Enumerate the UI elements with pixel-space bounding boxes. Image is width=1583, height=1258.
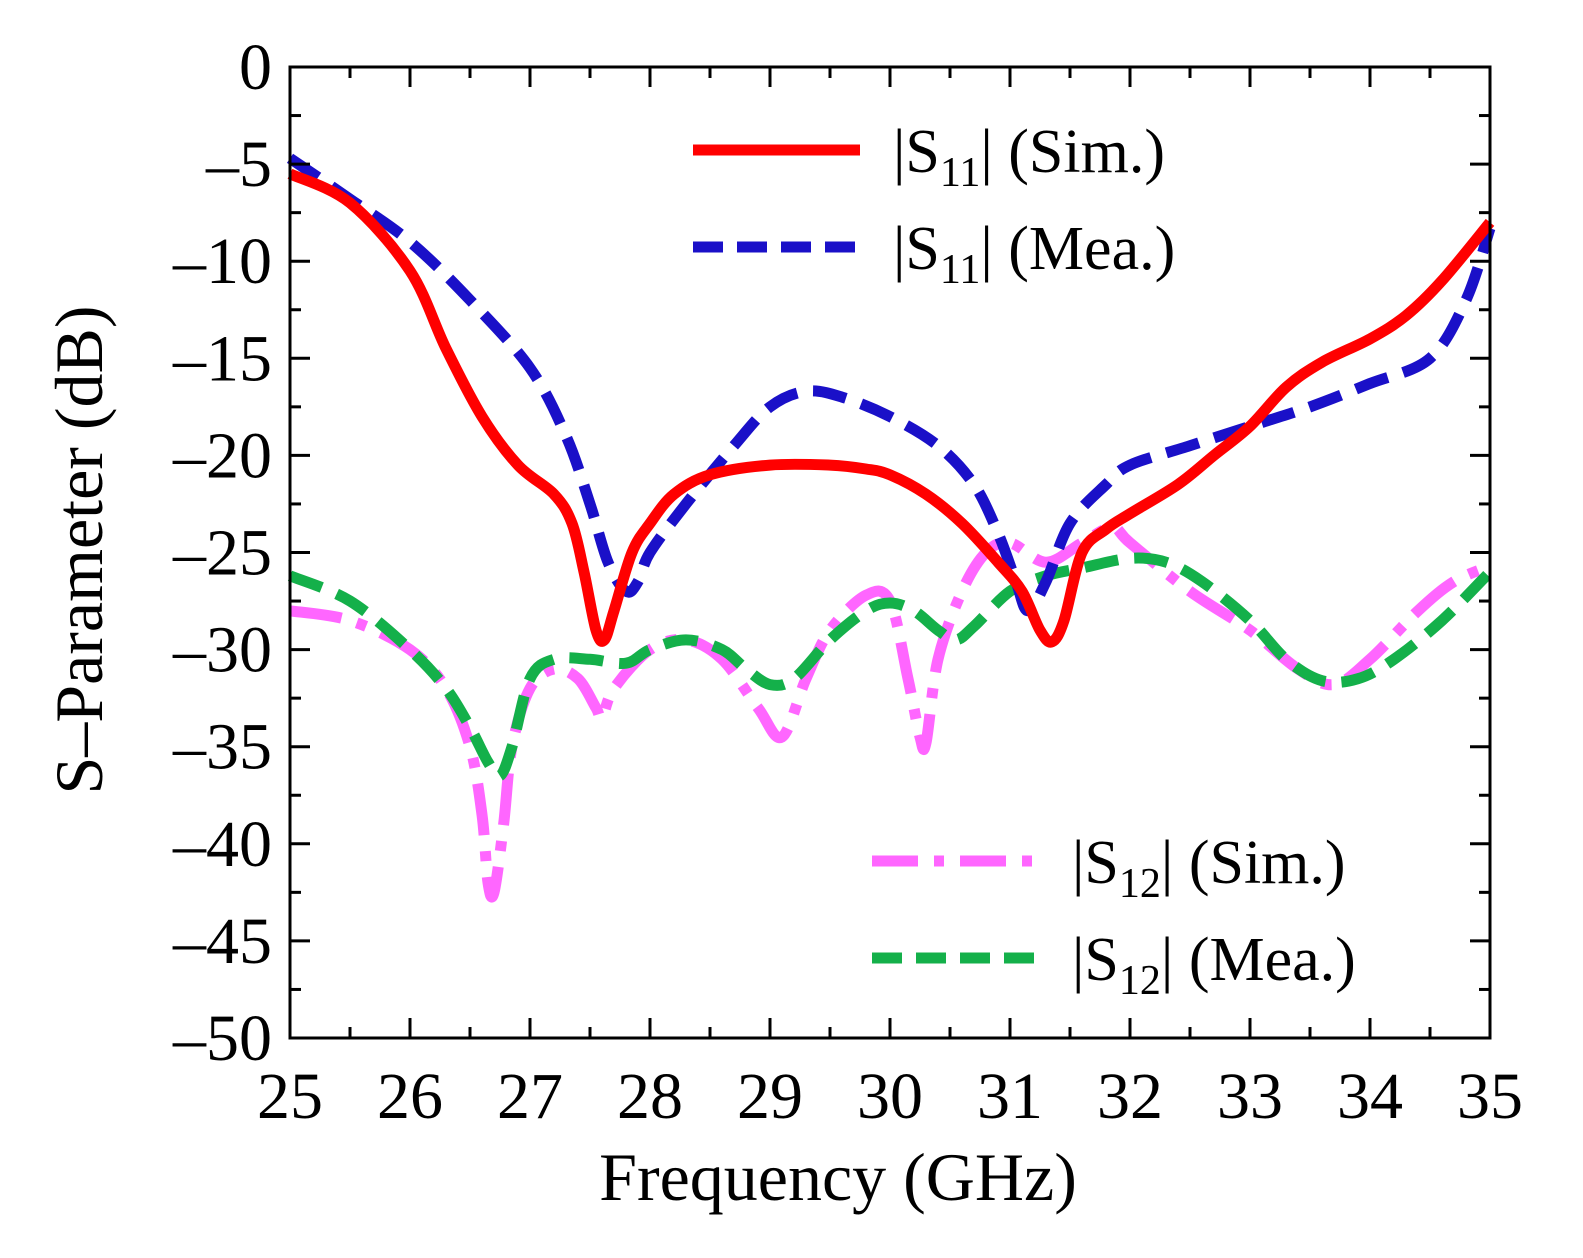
x-axis-title: Frequency (GHz)	[599, 1139, 1077, 1215]
x-tick-label: 35	[1457, 1060, 1523, 1133]
legend-label-main: |S	[893, 215, 940, 283]
y-tick-label: –5	[205, 128, 272, 201]
y-tick-label: –50	[172, 1002, 272, 1075]
legend-label-1: |S11| (Mea.)	[893, 215, 1175, 293]
legend-label-subscript: 11	[940, 150, 980, 196]
legend-label-tail: | (Sim.)	[980, 118, 1165, 186]
x-tick-label: 29	[737, 1060, 803, 1133]
x-tick-label: 32	[1097, 1060, 1163, 1133]
x-tick-label: 25	[257, 1060, 323, 1133]
y-tick-label: –40	[172, 808, 272, 881]
legend-label-tail: | (Mea.)	[1161, 926, 1356, 994]
y-tick-label: –10	[172, 225, 272, 298]
x-tick-label: 27	[497, 1060, 563, 1133]
x-tick-label: 33	[1217, 1060, 1283, 1133]
legend-label-tail: | (Mea.)	[980, 215, 1175, 283]
x-tick-labels: 25 26 27 28 29 30 31 32 33 34 35	[257, 1060, 1523, 1133]
y-tick-label: –30	[172, 614, 272, 687]
series-line-0	[287, 168, 1495, 648]
y-tick-label: –20	[172, 419, 272, 492]
legend-label-main: |S	[1072, 926, 1119, 994]
y-tick-label: 0	[239, 31, 272, 104]
legend-label-tail: | (Sim.)	[1161, 829, 1346, 897]
legend-label-2: |S12| (Sim.)	[1072, 829, 1346, 907]
legend-label-subscript: 12	[1119, 958, 1161, 1004]
legend-label-subscript: 12	[1119, 861, 1161, 907]
legend-label-0: |S11| (Sim.)	[893, 118, 1165, 196]
y-tick-label: –45	[172, 905, 272, 978]
y-tick-label: –35	[172, 711, 272, 784]
legend: |S11| (Sim.)|S11| (Mea.)|S12| (Sim.)|S12…	[693, 118, 1356, 1004]
x-tick-label: 34	[1337, 1060, 1403, 1133]
series-line-3	[287, 552, 1494, 782]
x-tick-label: 28	[617, 1060, 683, 1133]
legend-label-main: |S	[893, 118, 940, 186]
axis-ticks	[288, 65, 1492, 1040]
legend-label-3: |S12| (Mea.)	[1072, 926, 1356, 1004]
legend-label-main: |S	[1072, 829, 1119, 897]
x-tick-label: 30	[857, 1060, 923, 1133]
legend-label-subscript: 11	[940, 247, 980, 293]
x-tick-label: 31	[977, 1060, 1043, 1133]
y-tick-labels: 0 –5 –10 –15 –20 –25 –30 –35 –40 –45 –50	[172, 31, 272, 1075]
y-tick-label: –25	[172, 517, 272, 590]
x-tick-label: 26	[377, 1060, 443, 1133]
y-axis-title: S–Parameter (dB)	[41, 305, 117, 794]
plot-curves	[286, 153, 1496, 903]
y-tick-label: –15	[172, 322, 272, 395]
